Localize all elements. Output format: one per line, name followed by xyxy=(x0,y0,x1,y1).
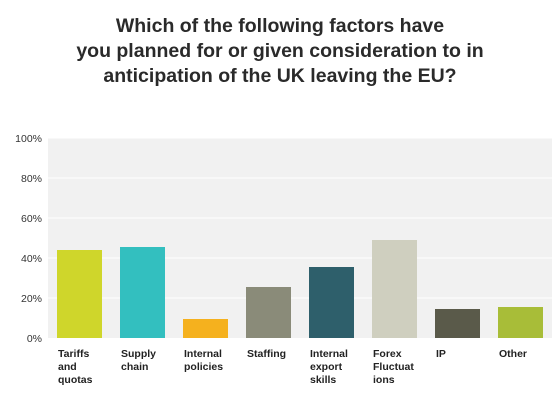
x-category-label-line: Internal xyxy=(184,348,222,360)
y-tick-label: 60% xyxy=(21,213,42,225)
grid-lines xyxy=(48,137,552,299)
x-category-label-line: IP xyxy=(436,348,446,360)
x-category-label: Internal export skills xyxy=(310,348,348,386)
title-line-3: anticipation of the UK leaving the EU? xyxy=(103,65,457,87)
y-tick-label: 40% xyxy=(21,253,42,265)
x-category-label: Other xyxy=(499,348,527,360)
x-category-label: Staffing xyxy=(247,348,286,360)
x-category-label-line: export xyxy=(310,361,343,373)
bar xyxy=(57,250,102,338)
bars xyxy=(57,240,543,338)
x-category-label: Internal policies xyxy=(184,348,223,373)
x-category-label-line: and xyxy=(58,361,77,373)
title-line-2: you planned for or given consideration t… xyxy=(76,40,484,62)
y-tick-label: 100% xyxy=(15,133,42,145)
chart-title: Which of the following factors have you … xyxy=(10,14,550,89)
x-category-label: IP xyxy=(436,348,446,360)
x-category-label-line: chain xyxy=(121,361,148,373)
x-category-label: Supply chain xyxy=(121,348,156,373)
y-tick-label: 80% xyxy=(21,173,42,185)
x-category-label-line: Supply xyxy=(121,348,156,360)
x-category-label-line: quotas xyxy=(58,374,93,386)
bar xyxy=(498,307,543,338)
y-tick-label: 0% xyxy=(27,333,42,345)
x-category-label-line: Fluctuat xyxy=(373,361,414,373)
title-line-1: Which of the following factors have xyxy=(115,15,445,37)
x-category-label-line: Other xyxy=(499,348,527,360)
x-category-label-line: Staffing xyxy=(247,348,286,360)
bar xyxy=(372,240,417,338)
x-category-label-line: Tariffs xyxy=(58,348,89,360)
y-tick-label: 20% xyxy=(21,293,42,305)
bar xyxy=(309,267,354,338)
x-category-label-line: Forex xyxy=(373,348,402,360)
x-category-label: Forex Fluctuat ions xyxy=(373,348,414,386)
bar xyxy=(435,309,480,338)
bar xyxy=(183,319,228,338)
x-category-label-line: ions xyxy=(373,374,395,386)
bar xyxy=(246,287,291,338)
bar xyxy=(120,247,165,338)
x-category-label: Tariffs and quotas xyxy=(58,348,93,386)
x-category-label-line: skills xyxy=(310,374,336,386)
x-category-label-line: Internal xyxy=(310,348,348,360)
x-category-label-line: policies xyxy=(184,361,223,373)
y-axis-ticks: 0% 20% 40% 60% 80% 100% xyxy=(15,133,42,345)
